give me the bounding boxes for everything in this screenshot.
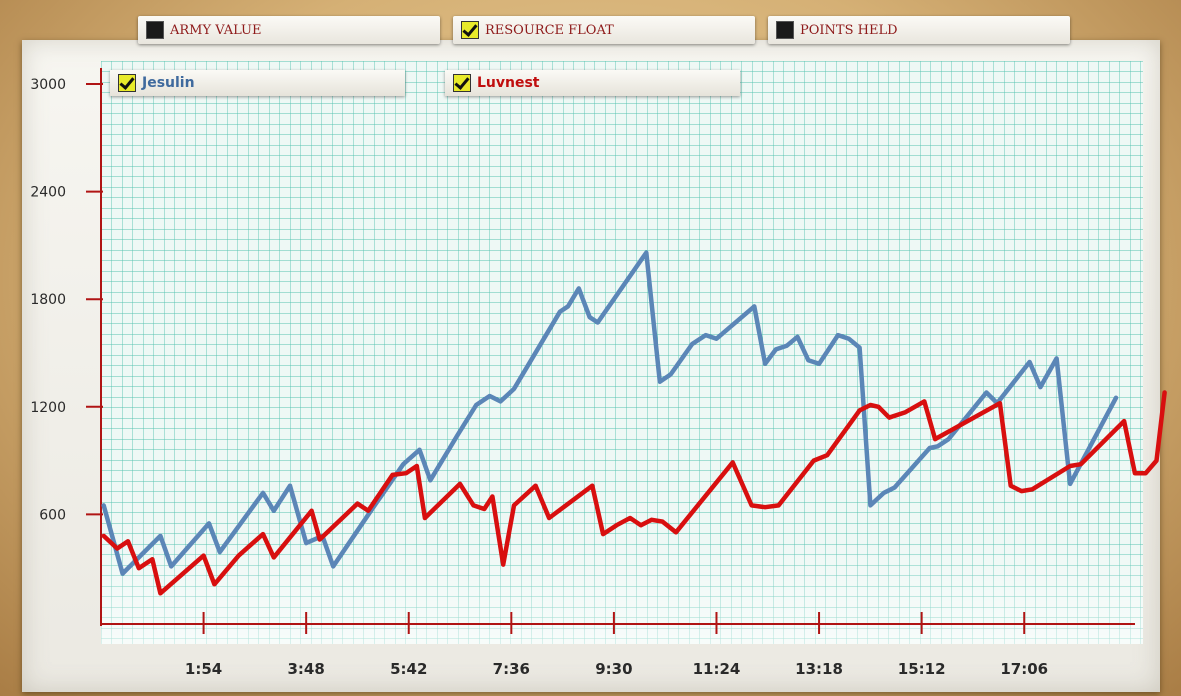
legend-label-luvnest: Luvnest — [477, 75, 540, 91]
tab-points-held[interactable]: POINTS HELD — [768, 16, 1070, 44]
y-tick-label: 600 — [39, 507, 66, 523]
tab-army-value[interactable]: ARMY VALUE — [138, 16, 440, 44]
tab-resource-float[interactable]: RESOURCE FLOAT — [453, 16, 755, 44]
legend-label-jesulin: Jesulin — [142, 75, 195, 91]
jesulin-checkbox[interactable] — [118, 74, 136, 92]
resource-float-checkbox[interactable] — [461, 21, 479, 39]
legend-luvnest[interactable]: Luvnest — [445, 70, 740, 96]
y-tick-label: 2400 — [30, 185, 66, 201]
y-tick-label: 3000 — [30, 77, 66, 93]
series-line-jesulin — [101, 250, 1119, 576]
x-tick-label: 5:42 — [390, 660, 427, 678]
legend-jesulin[interactable]: Jesulin — [110, 70, 405, 96]
x-tick-label: 7:36 — [493, 660, 530, 678]
points-held-checkbox[interactable] — [776, 21, 794, 39]
x-tick-label: 1:54 — [185, 660, 222, 678]
x-tick-label: 15:12 — [898, 660, 946, 678]
x-tick-label: 17:06 — [1000, 660, 1048, 678]
tab-label: POINTS HELD — [800, 22, 898, 38]
x-tick-label: 3:48 — [288, 660, 325, 678]
x-tick-label: 9:30 — [595, 660, 632, 678]
y-tick-label: 1200 — [30, 400, 66, 416]
y-tick-label: 1800 — [30, 292, 66, 308]
luvnest-checkbox[interactable] — [453, 74, 471, 92]
x-tick-label: 11:24 — [693, 660, 741, 678]
tab-label: RESOURCE FLOAT — [485, 22, 614, 38]
army-value-checkbox[interactable] — [146, 21, 164, 39]
tab-label: ARMY VALUE — [170, 22, 262, 38]
x-tick-label: 13:18 — [795, 660, 843, 678]
series-line-luvnest — [101, 390, 1167, 596]
